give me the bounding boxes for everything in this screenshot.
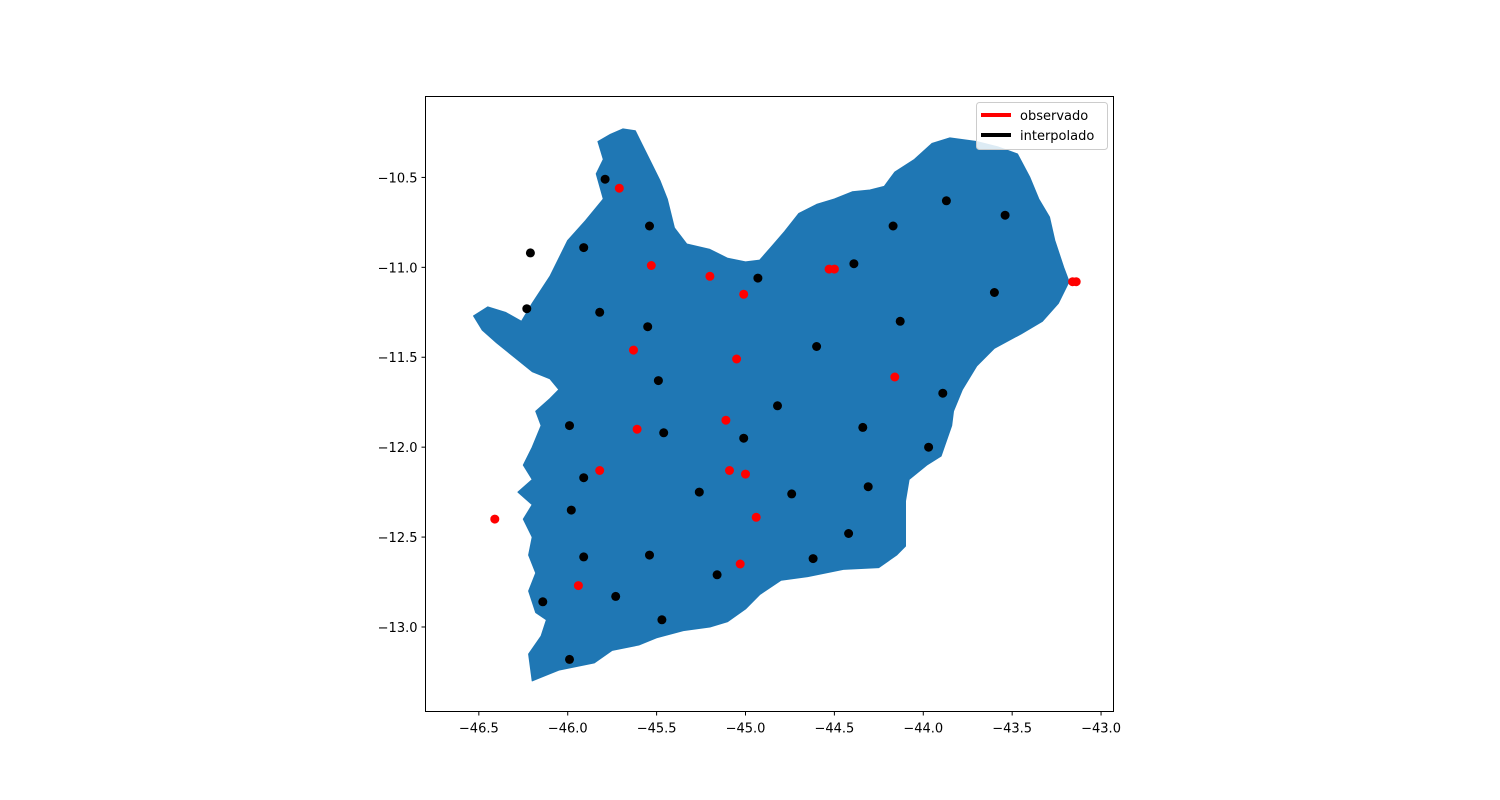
station-point-interpolado	[712, 570, 722, 580]
station-point-observado	[741, 469, 750, 479]
x-tick-label: −44.0	[903, 722, 943, 737]
station-point-interpolado	[924, 442, 934, 452]
station-point-interpolado	[812, 342, 822, 351]
station-point-interpolado	[858, 422, 868, 432]
station-point-interpolado	[863, 482, 873, 492]
station-point-interpolado	[694, 487, 704, 497]
station-point-interpolado	[595, 307, 605, 317]
station-point-interpolado	[659, 428, 669, 438]
station-point-interpolado	[941, 196, 951, 206]
y-tick-label: −13.0	[378, 621, 418, 636]
station-point-interpolado	[739, 433, 749, 443]
x-tick-label: −44.5	[814, 722, 854, 737]
station-point-observado	[732, 354, 742, 364]
station-point-interpolado	[787, 489, 797, 499]
station-point-interpolado	[579, 473, 589, 483]
station-point-observado	[739, 289, 749, 299]
station-point-interpolado	[579, 243, 589, 253]
y-tick-label: −10.5	[378, 171, 418, 186]
station-point-observado	[829, 264, 839, 274]
station-point-interpolado	[938, 388, 948, 398]
station-point-interpolado	[989, 288, 999, 297]
station-point-interpolado	[565, 654, 574, 664]
x-tick-label: −46.0	[548, 722, 588, 737]
x-tick-label: −46.5	[459, 722, 499, 737]
station-point-interpolado	[566, 505, 576, 515]
station-point-interpolado	[849, 259, 859, 269]
station-point-observado	[1071, 277, 1081, 287]
x-tick-label: −43.0	[1081, 722, 1121, 737]
station-point-interpolado	[888, 221, 898, 231]
station-point-interpolado	[773, 401, 782, 411]
station-point-interpolado	[653, 376, 663, 386]
station-point-observado	[573, 581, 583, 591]
plot-area	[425, 96, 1114, 712]
station-point-observado	[646, 261, 656, 270]
station-point-interpolado	[522, 304, 532, 314]
station-point-interpolado	[895, 316, 905, 326]
station-point-interpolado	[645, 550, 654, 560]
y-axis: −10.5 −11.0 −11.5 −12.0 −12.5 −13.0	[378, 171, 426, 636]
station-point-interpolado	[538, 597, 548, 607]
station-point-interpolado	[657, 615, 667, 625]
station-point-observado	[629, 345, 638, 355]
station-point-interpolado	[645, 221, 654, 231]
station-point-interpolado	[1000, 210, 1010, 220]
basin-region	[473, 128, 1070, 682]
station-point-observado	[721, 415, 731, 425]
x-tick-label: −43.5	[992, 722, 1032, 737]
station-point-interpolado	[600, 174, 610, 184]
points-layer	[490, 174, 1081, 664]
station-point-interpolado	[844, 529, 854, 538]
station-point-observado	[751, 512, 761, 522]
y-tick-label: −12.0	[378, 441, 418, 456]
axes-frame	[425, 96, 1114, 712]
x-tick-label: −45.0	[726, 722, 766, 737]
y-tick-label: −11.5	[378, 351, 418, 366]
legend-label-observado: observado	[1020, 109, 1088, 124]
station-point-observado	[595, 466, 605, 475]
x-tick-label: −45.5	[637, 722, 677, 737]
y-tick-label: −12.5	[378, 531, 418, 546]
station-point-observado	[725, 466, 734, 475]
station-point-observado	[890, 372, 900, 382]
station-point-interpolado	[579, 552, 589, 562]
legend: observado interpolado	[976, 102, 1108, 150]
region-layer	[473, 128, 1070, 682]
y-tick-label: −11.0	[378, 261, 418, 276]
x-axis: −46.5 −46.0 −45.5 −45.0 −44.5 −44.0 −43.5 −43.0	[459, 711, 1121, 737]
legend-label-interpolado: interpolado	[1020, 129, 1094, 144]
station-point-interpolado	[565, 421, 574, 431]
station-point-interpolado	[643, 322, 653, 332]
station-point-observado	[735, 559, 745, 569]
station-point-interpolado	[525, 248, 535, 258]
station-point-observado	[705, 271, 715, 281]
station-point-interpolado	[611, 591, 621, 601]
station-point-observado	[490, 514, 500, 524]
station-point-observado	[632, 424, 642, 434]
station-point-interpolado	[808, 554, 818, 564]
station-point-interpolado	[753, 273, 763, 283]
station-point-observado	[614, 183, 624, 193]
